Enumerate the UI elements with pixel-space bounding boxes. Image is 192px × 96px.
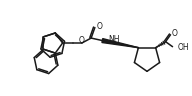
Text: O: O	[172, 29, 177, 38]
Text: OH: OH	[178, 43, 190, 52]
Polygon shape	[102, 39, 138, 48]
Text: O: O	[97, 22, 103, 31]
Text: O: O	[78, 36, 84, 45]
Text: NH: NH	[108, 35, 119, 44]
